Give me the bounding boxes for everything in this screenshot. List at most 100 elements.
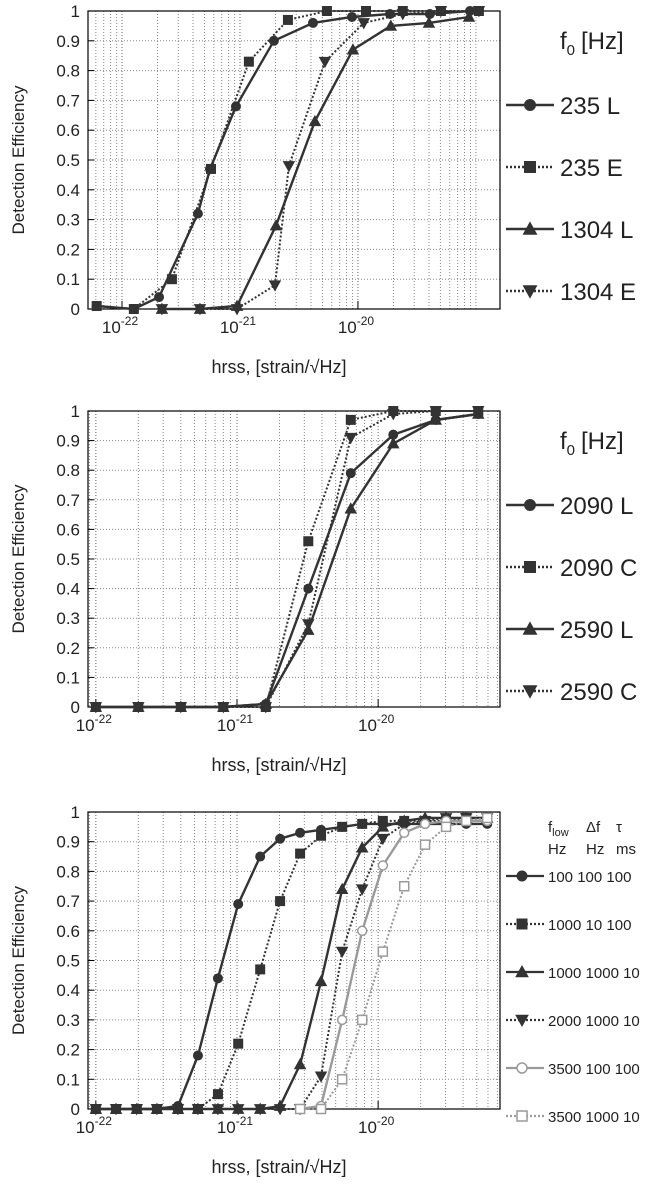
legend-label: 1000 10 100: [548, 917, 631, 934]
x-tick-base: 10: [217, 716, 236, 735]
x-tick-label: 10-22: [102, 314, 139, 337]
y-tick-label: 0.3: [56, 609, 80, 628]
marker: [524, 561, 536, 573]
x-tick-label: 10-22: [76, 712, 113, 735]
x-axis-title: hrss, [strain/√Hz]: [212, 1157, 347, 1177]
x-tick-exponent: -21: [236, 1114, 254, 1128]
y-tick-label: 0.1: [56, 1070, 80, 1089]
y-tick-label: 0.6: [56, 922, 80, 941]
y-tick-label: 0.9: [56, 32, 80, 51]
marker: [336, 1014, 348, 1026]
marker: [314, 1071, 328, 1083]
legend-title-suffix: [Hz]: [581, 428, 624, 455]
y-tick-label: 0.1: [56, 270, 80, 289]
plot-frame: [87, 811, 501, 1110]
marker: [472, 406, 485, 418]
marker: [377, 946, 389, 957]
marker: [231, 1104, 245, 1116]
plot-area: [88, 411, 500, 707]
legend-title-subscript: 0: [567, 42, 575, 59]
marker: [345, 414, 356, 425]
legend-title-suffix: [Hz]: [581, 28, 624, 55]
marker: [462, 10, 476, 22]
marker: [316, 830, 327, 841]
legend-label: 1304 E: [560, 279, 636, 306]
y-tick-label: 1: [71, 402, 80, 421]
marker: [516, 1110, 528, 1122]
legend-title: f0 [Hz]: [560, 428, 624, 459]
marker: [253, 1104, 267, 1116]
series-line: [161, 10, 479, 310]
marker: [377, 860, 389, 871]
marker: [295, 827, 306, 838]
marker: [166, 274, 177, 285]
marker: [429, 413, 443, 425]
legend-label: 2090 L: [560, 493, 633, 520]
y-tick-label: 0: [71, 300, 80, 319]
marker: [155, 304, 169, 316]
legend-label: 3500 1000 10: [548, 1109, 640, 1126]
y-axis-title: Detection Efficiency: [9, 484, 28, 633]
x-tick-label: 10-20: [338, 314, 375, 337]
marker: [397, 819, 411, 831]
marker: [335, 946, 349, 959]
marker: [516, 1062, 528, 1074]
marker: [255, 964, 266, 975]
marker: [472, 6, 486, 18]
marker: [268, 280, 282, 292]
y-tick-label: 0.9: [56, 833, 80, 852]
x-tick-exponent: -20: [377, 1114, 395, 1128]
legend-column-name: τ: [616, 819, 622, 836]
y-tick-label: 0: [71, 698, 80, 717]
marker: [130, 1104, 144, 1116]
marker: [385, 8, 396, 19]
y-axis-title: Detection Efficiency: [9, 85, 28, 234]
y-tick-label: 0.3: [56, 1011, 80, 1030]
legend-label: 2590 C: [560, 679, 637, 706]
marker: [429, 406, 443, 418]
marker: [398, 827, 410, 839]
marker: [192, 1050, 203, 1061]
marker: [132, 702, 145, 714]
marker: [461, 815, 472, 827]
marker: [211, 1104, 225, 1116]
marker: [174, 702, 188, 714]
marker: [344, 502, 358, 514]
marker: [396, 9, 410, 21]
marker: [345, 468, 356, 479]
marker: [230, 304, 244, 316]
marker: [524, 499, 536, 511]
x-tick-label: 10-20: [358, 1114, 395, 1137]
y-tick-label: 0.5: [56, 952, 80, 971]
x-tick-exponent: -21: [236, 712, 254, 726]
marker: [321, 6, 332, 16]
marker: [419, 818, 431, 830]
series-line: [95, 412, 479, 709]
marker: [440, 821, 452, 833]
x-tick-base: 10: [358, 716, 377, 735]
marker: [193, 304, 207, 316]
legend-label: 100 100 100: [548, 869, 631, 886]
y-tick-label: 0.8: [56, 862, 80, 881]
marker: [482, 812, 493, 824]
marker: [154, 292, 165, 303]
x-axis-title: hrss, [strain/√Hz]: [212, 357, 347, 377]
marker: [293, 1058, 307, 1070]
y-tick-label: 1: [71, 803, 80, 822]
x-tick-exponent: -22: [95, 712, 113, 726]
marker: [191, 1104, 205, 1116]
series-line: [300, 816, 488, 1110]
marker: [422, 16, 436, 28]
marker: [243, 56, 254, 67]
x-tick-label: 10-21: [217, 1114, 254, 1137]
marker: [357, 18, 371, 30]
marker: [318, 56, 332, 69]
y-tick-label: 0.4: [56, 981, 80, 1000]
marker: [336, 1074, 348, 1085]
legend-title-text: f: [560, 428, 567, 455]
x-tick-label: 10-21: [217, 712, 254, 735]
marker: [282, 161, 296, 173]
marker: [522, 285, 538, 299]
